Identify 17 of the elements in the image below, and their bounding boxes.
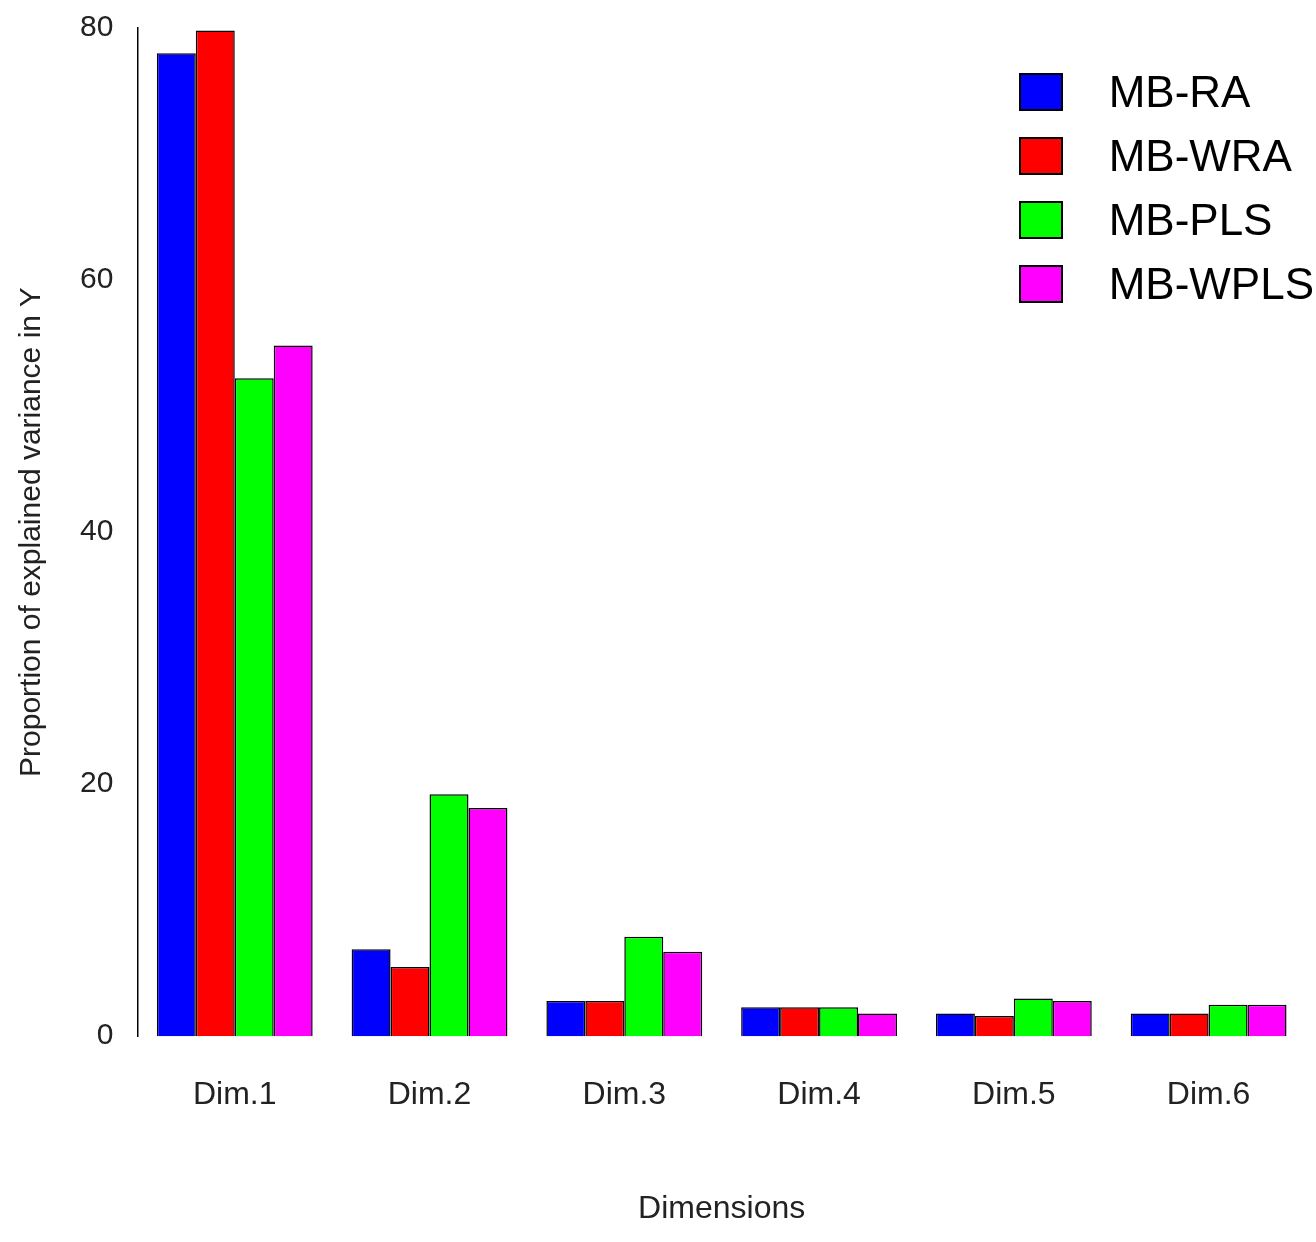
legend-label: MB-WRA bbox=[1108, 131, 1292, 181]
y-tick-label: 60 bbox=[79, 261, 114, 295]
legend-label: MB-PLS bbox=[1108, 195, 1273, 245]
y-tick-label: 40 bbox=[79, 513, 114, 547]
y-tick-label: 80 bbox=[79, 9, 114, 43]
x-tick-label: Dim.4 bbox=[777, 1075, 861, 1112]
y-tick-label: 20 bbox=[79, 765, 114, 799]
x-tick-label: Dim.5 bbox=[972, 1075, 1056, 1112]
x-tick-label: Dim.1 bbox=[192, 1075, 277, 1112]
y-axis-title: Proportion of explained variance in Y bbox=[13, 287, 47, 777]
x-axis-title: Dimensions bbox=[638, 1188, 806, 1225]
x-tick-label: Dim.2 bbox=[387, 1075, 472, 1112]
legend-label: MB-RA bbox=[1108, 67, 1251, 117]
y-tick-label: 0 bbox=[96, 1017, 114, 1051]
x-tick-label: Dim.6 bbox=[1166, 1075, 1251, 1112]
legend-label: MB-WPLS bbox=[1108, 259, 1314, 309]
x-tick-label: Dim.3 bbox=[582, 1075, 667, 1112]
